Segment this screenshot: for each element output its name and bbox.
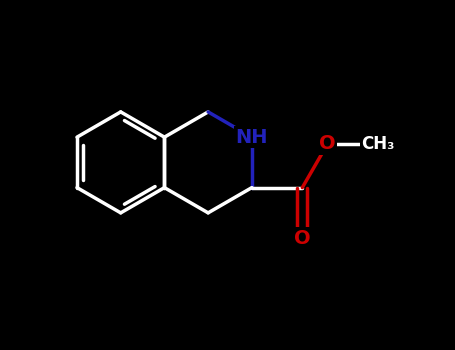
Text: CH₃: CH₃ (361, 135, 394, 153)
Text: O: O (294, 229, 311, 247)
Text: O: O (319, 134, 336, 153)
Text: NH: NH (236, 128, 268, 147)
